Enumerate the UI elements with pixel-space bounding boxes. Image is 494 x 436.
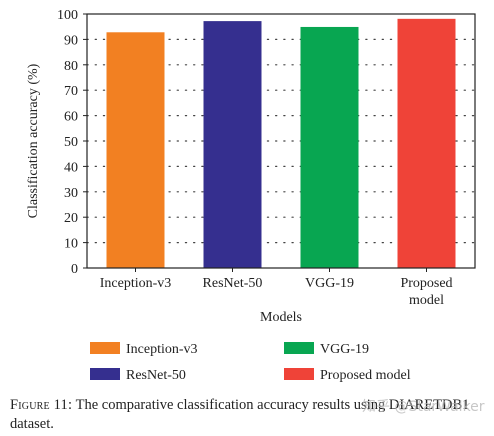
y-tick-label: 90 xyxy=(64,33,78,48)
legend-label: Proposed model xyxy=(320,368,411,383)
legend-swatch xyxy=(90,342,120,354)
y-axis-title: Classification accuracy (%) xyxy=(26,63,41,218)
x-tick-label: Inception-v3 xyxy=(100,276,172,291)
y-tick-label: 60 xyxy=(64,110,78,125)
x-tick-label: model xyxy=(409,293,444,308)
legend-label: ResNet-50 xyxy=(126,368,186,383)
y-tick-label: 30 xyxy=(64,186,78,201)
legend-label: Inception-v3 xyxy=(126,342,198,357)
y-tick-label: 50 xyxy=(64,135,78,150)
legend-swatch xyxy=(90,368,120,380)
y-tick-label: 20 xyxy=(64,211,78,226)
legend-swatch xyxy=(284,368,314,380)
y-tick-label: 10 xyxy=(64,237,78,252)
y-tick-label: 40 xyxy=(64,160,78,175)
bar-inception-v3 xyxy=(106,32,165,269)
watermark: 知乎 @StarWalker xyxy=(362,399,485,415)
bar-proposed-model xyxy=(397,18,456,268)
plot-frame xyxy=(86,13,476,269)
legend-label: VGG-19 xyxy=(320,342,369,357)
bar-resnet-50 xyxy=(203,21,262,268)
x-tick-label: VGG-19 xyxy=(305,276,354,291)
caption-text: The comparative classification accuracy … xyxy=(10,397,470,432)
legend-swatch xyxy=(284,342,314,354)
y-tick-label: 0 xyxy=(71,262,78,277)
y-tick-label: 80 xyxy=(64,59,78,74)
y-tick-label: 70 xyxy=(64,84,78,99)
x-tick-label: Proposed xyxy=(400,276,452,291)
bar-vgg-19 xyxy=(300,26,359,269)
x-tick-label: ResNet-50 xyxy=(203,276,263,291)
y-tick-label: 100 xyxy=(57,8,78,23)
x-axis-title: Models xyxy=(260,310,302,325)
figure-label: Figure 11: xyxy=(10,397,73,413)
figure-caption: Figure 11: The comparative classificatio… xyxy=(10,396,490,434)
